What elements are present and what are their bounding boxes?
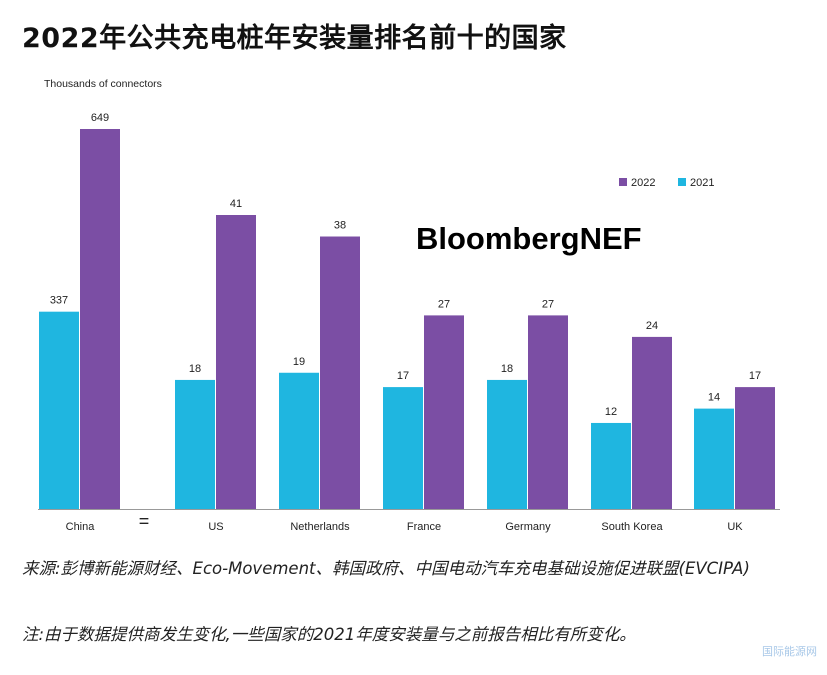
data-label-2021: 12 [605, 406, 617, 418]
bar-2021-us [175, 379, 215, 509]
brand-logo: BloombergNEF [416, 221, 642, 256]
bar-2021-france [383, 387, 423, 509]
bar-2021-uk [694, 408, 734, 509]
chart-title: 2022年公共充电桩年安装量排名前十的国家 [22, 23, 567, 54]
data-label-2022: 27 [542, 298, 554, 310]
x-tick-label: South Korea [601, 521, 663, 533]
axis-break-mark: = [139, 511, 150, 531]
bar-2022-germany [528, 315, 568, 509]
data-label-2022: 24 [646, 320, 658, 332]
legend-swatch-2022 [619, 178, 627, 186]
bar-chart: Thousands of connectors 337 649 China 18 41 US… [38, 78, 780, 533]
bar-2021-south-korea [591, 422, 631, 509]
source-note: 来源:彭博新能源财经、Eco-Movement、韩国政府、中国电动汽车充电基础设… [22, 559, 750, 578]
x-tick-label: UK [727, 521, 743, 533]
change-note: 注:由于数据提供商发生变化,一些国家的2021年度安装量与之前报告相比有所变化。 [22, 625, 636, 644]
bar-2022-france [424, 315, 464, 509]
y-axis-label: Thousands of connectors [44, 78, 162, 90]
legend-label-2021: 2021 [690, 177, 714, 189]
bar-2022-south-korea [632, 336, 672, 509]
bar-2022-china [80, 129, 120, 509]
x-tick-label: China [66, 521, 96, 533]
data-label-2022: 17 [749, 370, 761, 382]
data-label-2021: 18 [189, 363, 201, 375]
data-label-2022: 41 [230, 198, 242, 210]
data-label-2021: 14 [708, 392, 720, 404]
data-label-2022: 649 [91, 112, 109, 124]
bar-2022-uk [735, 387, 775, 509]
legend-swatch-2021 [678, 178, 686, 186]
legend-label-2022: 2022 [631, 177, 655, 189]
data-label-2021: 18 [501, 363, 513, 375]
x-tick-label: France [407, 521, 441, 533]
x-tick-label: Germany [505, 521, 551, 533]
bar-2022-netherlands [320, 236, 360, 509]
bar-2022-us [216, 215, 256, 509]
x-tick-label: Netherlands [290, 521, 350, 533]
x-tick-label: US [208, 521, 223, 533]
data-label-2021: 19 [293, 356, 305, 368]
data-label-2021: 17 [397, 370, 409, 382]
bar-2021-germany [487, 379, 527, 509]
data-label-2021: 337 [50, 295, 68, 307]
data-label-2022: 38 [334, 220, 346, 232]
bar-2021-china [39, 311, 79, 509]
data-label-2022: 27 [438, 298, 450, 310]
bar-2021-netherlands [279, 372, 319, 509]
watermark-logo: 国际能源网 [762, 646, 817, 658]
